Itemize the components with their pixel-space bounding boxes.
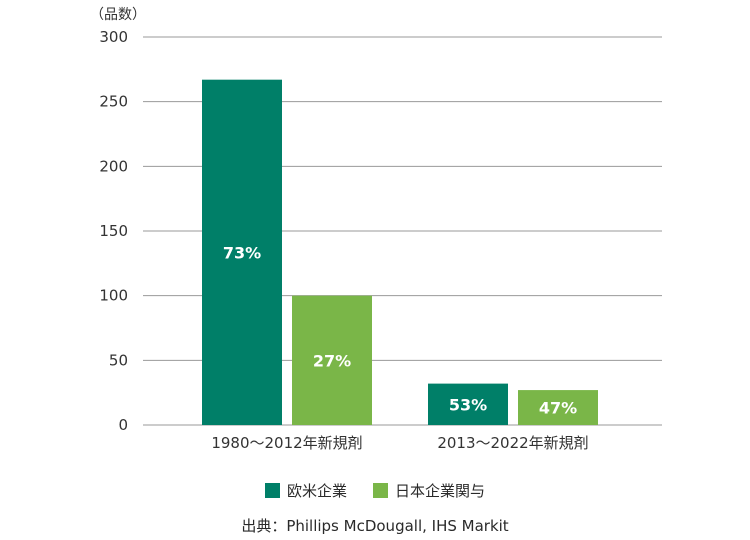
legend-item-western: 欧米企業 <box>264 480 347 501</box>
bar-label-0-0: 73% <box>223 243 261 262</box>
bar-label-0-1: 27% <box>313 351 351 370</box>
x-category-label-1: 2013～2022年新規剤 <box>437 434 588 452</box>
y-tick-label-0: 0 <box>118 416 128 434</box>
bar-1-0 <box>428 383 508 425</box>
legend-swatch-japanese <box>373 483 388 498</box>
bar-chart: （品数） 0 50 100 150 200 250 300 73% 27% 1980～2012年新規… <box>90 7 662 452</box>
bar-label-1-1: 47% <box>539 399 577 418</box>
y-axis-unit-label: （品数） <box>90 7 146 23</box>
y-tick-label-300: 300 <box>99 28 128 46</box>
y-tick-label-100: 100 <box>99 287 128 305</box>
legend-label-japanese: 日本企業関与 <box>395 482 486 500</box>
source-note: 出典：Phillips McDougall, IHS Markit <box>241 517 509 535</box>
legend-item-japanese: 日本企業関与 <box>373 480 485 501</box>
bar-0-0 <box>202 79 282 426</box>
bar-label-1-0: 53% <box>449 395 487 414</box>
legend-swatch-western <box>264 483 280 498</box>
bar-1-1 <box>518 390 598 425</box>
y-tick-label-50: 50 <box>109 351 128 369</box>
y-tick-label-250: 250 <box>99 93 128 111</box>
y-tick-label-200: 200 <box>99 157 128 175</box>
y-tick-label-150: 150 <box>99 222 128 240</box>
legend-label-western: 欧米企業 <box>286 482 347 500</box>
x-category-label-0: 1980～2012年新規剤 <box>211 434 362 452</box>
legend: 欧米企業 日本企業関与 <box>0 480 750 501</box>
bar-0-1 <box>292 295 372 425</box>
